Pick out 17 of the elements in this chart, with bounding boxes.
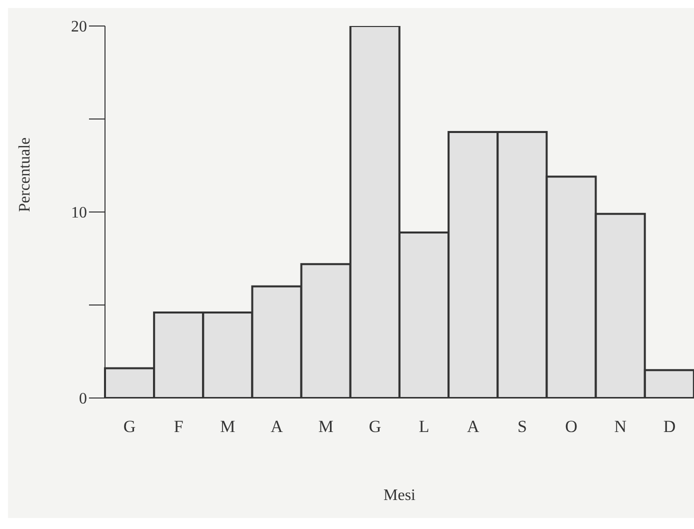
y-tick-label: 10 [71,204,87,222]
x-axis-title: Mesi [384,487,416,504]
y-axis-title: Percentuale [16,137,34,212]
x-tick-label: L [418,417,430,436]
x-tick-label: D [663,417,676,436]
y-tick-label: 0 [79,390,87,408]
x-tick-label: F [174,417,184,436]
x-tick-label: G [123,417,136,436]
x-tick-label: N [614,417,627,436]
y-tick-label: 20 [71,18,87,36]
x-tick-label: G [368,417,382,436]
x-tick-label: M [220,417,236,436]
x-tick-label: O [565,417,578,436]
x-tick-label: S [517,417,527,436]
x-tick-label: M [318,417,334,436]
x-tick-label: A [466,417,480,436]
x-tick-label: A [270,417,284,436]
